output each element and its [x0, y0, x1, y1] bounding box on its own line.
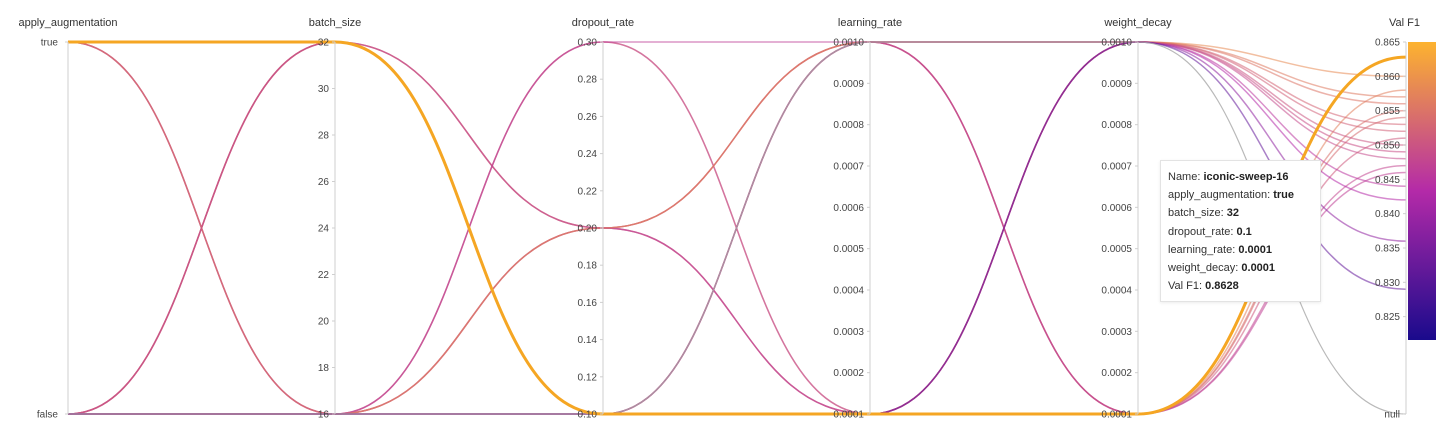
- tick-label-weight_decay: 0.0003: [1101, 327, 1132, 338]
- tick-label-batch_size: 24: [318, 224, 330, 235]
- tick-label-val_f1: 0.860: [1375, 72, 1400, 83]
- tick-label-val_f1: 0.855: [1375, 106, 1400, 117]
- tooltip-row-label: batch_size:: [1168, 207, 1227, 220]
- tick-label-learning_rate: 0.0009: [833, 79, 864, 90]
- tick-label-learning_rate: 0.0002: [833, 368, 864, 379]
- tick-label-val_f1: 0.850: [1375, 140, 1400, 151]
- tick-label-batch_size: 26: [318, 177, 330, 188]
- tick-label-batch_size: 28: [318, 131, 330, 142]
- tick-label-dropout_rate: 0.20: [578, 224, 598, 235]
- tooltip-name-value: iconic-sweep-16: [1203, 171, 1289, 183]
- tick-label-apply_augmentation: false: [37, 410, 59, 421]
- tick-label-dropout_rate: 0.28: [578, 75, 598, 86]
- tick-label-batch_size: 32: [318, 38, 330, 49]
- axis-title-val_f1: Val F1: [1389, 17, 1420, 29]
- tooltip-row: batch_size: 32: [1168, 204, 1314, 222]
- color-scale-bar: [1408, 42, 1436, 340]
- tooltip-row: apply_augmentation: true: [1168, 186, 1314, 204]
- tick-label-learning_rate: 0.0008: [833, 120, 864, 131]
- tick-label-val_f1: 0.830: [1375, 278, 1400, 289]
- tick-label-batch_size: 18: [318, 363, 330, 374]
- tick-label-learning_rate: 0.0004: [833, 286, 864, 297]
- tick-label-dropout_rate: 0.10: [578, 410, 598, 421]
- tick-label-batch_size: 30: [318, 84, 330, 95]
- tick-label-weight_decay: 0.0007: [1101, 162, 1132, 173]
- tick-label-dropout_rate: 0.14: [578, 335, 598, 346]
- run-tooltip: Name: iconic-sweep-16 apply_augmentation…: [1160, 160, 1321, 303]
- tick-label-dropout_rate: 0.30: [578, 38, 598, 49]
- tooltip-row-value: 0.0001: [1238, 243, 1272, 256]
- tooltip-name-row: Name: iconic-sweep-16: [1168, 168, 1314, 186]
- tooltip-row: weight_decay: 0.0001: [1168, 259, 1314, 277]
- tick-label-weight_decay: 0.0002: [1101, 368, 1132, 379]
- tooltip-row-value: 32: [1226, 207, 1239, 220]
- tick-label-batch_size: 20: [318, 317, 330, 328]
- tick-label-dropout_rate: 0.16: [578, 298, 598, 309]
- tick-label-dropout_rate: 0.12: [578, 372, 598, 383]
- tick-label-val_f1: 0.825: [1375, 312, 1400, 323]
- tooltip-row-value: 0.0001: [1241, 262, 1276, 275]
- tick-label-weight_decay: 0.0010: [1101, 38, 1132, 49]
- tooltip-row-label: learning_rate:: [1168, 243, 1239, 256]
- tick-label-apply_augmentation: true: [41, 38, 59, 49]
- tooltip-row-label: apply_augmentation:: [1168, 189, 1274, 202]
- tooltip-row-value: true: [1273, 189, 1294, 202]
- tick-label-dropout_rate: 0.24: [578, 149, 598, 160]
- tooltip-row-label: weight_decay:: [1168, 262, 1242, 275]
- tick-label-weight_decay: 0.0008: [1101, 120, 1132, 131]
- tick-label-weight_decay: 0.0009: [1101, 79, 1132, 90]
- tooltip-row-label: dropout_rate:: [1168, 225, 1237, 238]
- tick-label-batch_size: 16: [318, 410, 330, 421]
- tick-label-val_f1: 0.865: [1375, 38, 1400, 49]
- tick-label-learning_rate: 0.0001: [833, 410, 864, 421]
- tooltip-row-label: Val F1:: [1168, 280, 1206, 293]
- tick-label-val_f1: 0.845: [1375, 175, 1400, 186]
- tick-label-learning_rate: 0.0010: [833, 38, 864, 49]
- axis-title-weight_decay: weight_decay: [1103, 17, 1172, 29]
- tick-label-learning_rate: 0.0006: [833, 203, 864, 214]
- tick-label-learning_rate: 0.0005: [833, 244, 864, 255]
- tooltip-row: dropout_rate: 0.1: [1168, 223, 1314, 241]
- tick-label-learning_rate: 0.0007: [833, 162, 864, 173]
- tooltip-row: Val F1: 0.8628: [1168, 277, 1314, 295]
- tooltip-row-value: 0.8628: [1205, 280, 1239, 293]
- tick-label-batch_size: 22: [318, 270, 330, 281]
- tick-label-dropout_rate: 0.22: [578, 186, 598, 197]
- tooltip-name-label: Name:: [1168, 171, 1204, 183]
- axis-title-batch_size: batch_size: [309, 17, 362, 29]
- tick-label-learning_rate: 0.0003: [833, 327, 864, 338]
- axis-title-dropout_rate: dropout_rate: [572, 17, 634, 29]
- tick-label-weight_decay: 0.0001: [1101, 410, 1132, 421]
- tick-label-weight_decay: 0.0005: [1101, 244, 1132, 255]
- tooltip-row: learning_rate: 0.0001: [1168, 241, 1314, 259]
- tooltip-row-value: 0.1: [1236, 225, 1252, 238]
- tick-label-val_f1: 0.840: [1375, 209, 1400, 220]
- tick-label-dropout_rate: 0.26: [578, 112, 598, 123]
- axis-title-learning_rate: learning_rate: [838, 17, 902, 29]
- tick-label-val_f1: null: [1384, 410, 1400, 421]
- tick-label-weight_decay: 0.0006: [1101, 203, 1132, 214]
- tick-label-dropout_rate: 0.18: [578, 261, 598, 272]
- tick-label-val_f1: 0.835: [1375, 243, 1400, 254]
- axis-title-apply_augmentation: apply_augmentation: [18, 17, 117, 29]
- tick-label-weight_decay: 0.0004: [1101, 286, 1132, 297]
